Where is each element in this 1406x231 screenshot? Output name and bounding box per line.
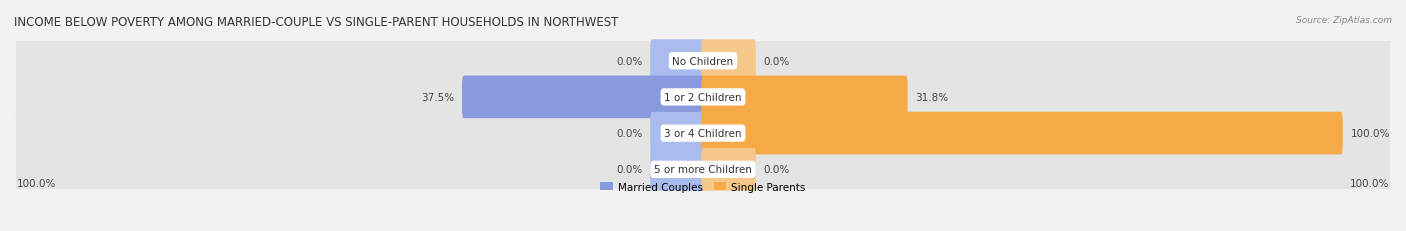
FancyBboxPatch shape bbox=[702, 148, 756, 191]
FancyBboxPatch shape bbox=[15, 38, 1391, 85]
FancyBboxPatch shape bbox=[650, 112, 704, 155]
FancyBboxPatch shape bbox=[463, 76, 704, 119]
Text: Source: ZipAtlas.com: Source: ZipAtlas.com bbox=[1296, 16, 1392, 25]
Text: 0.0%: 0.0% bbox=[763, 56, 790, 66]
FancyBboxPatch shape bbox=[650, 148, 704, 191]
FancyBboxPatch shape bbox=[15, 74, 1391, 121]
FancyBboxPatch shape bbox=[702, 76, 908, 119]
Text: 37.5%: 37.5% bbox=[420, 92, 454, 103]
Text: 100.0%: 100.0% bbox=[1350, 178, 1389, 188]
Text: 0.0%: 0.0% bbox=[616, 56, 643, 66]
FancyBboxPatch shape bbox=[650, 40, 704, 83]
Text: 3 or 4 Children: 3 or 4 Children bbox=[664, 128, 742, 139]
Text: 0.0%: 0.0% bbox=[616, 165, 643, 175]
Text: INCOME BELOW POVERTY AMONG MARRIED-COUPLE VS SINGLE-PARENT HOUSEHOLDS IN NORTHWE: INCOME BELOW POVERTY AMONG MARRIED-COUPL… bbox=[14, 16, 619, 29]
Text: 31.8%: 31.8% bbox=[915, 92, 949, 103]
Text: 5 or more Children: 5 or more Children bbox=[654, 165, 752, 175]
Text: 100.0%: 100.0% bbox=[17, 178, 56, 188]
Text: 0.0%: 0.0% bbox=[763, 165, 790, 175]
FancyBboxPatch shape bbox=[702, 112, 1343, 155]
FancyBboxPatch shape bbox=[702, 40, 756, 83]
Text: 100.0%: 100.0% bbox=[1351, 128, 1391, 139]
FancyBboxPatch shape bbox=[15, 110, 1391, 157]
Text: 0.0%: 0.0% bbox=[616, 128, 643, 139]
Legend: Married Couples, Single Parents: Married Couples, Single Parents bbox=[596, 178, 810, 196]
Text: No Children: No Children bbox=[672, 56, 734, 66]
Text: 1 or 2 Children: 1 or 2 Children bbox=[664, 92, 742, 103]
FancyBboxPatch shape bbox=[15, 146, 1391, 193]
